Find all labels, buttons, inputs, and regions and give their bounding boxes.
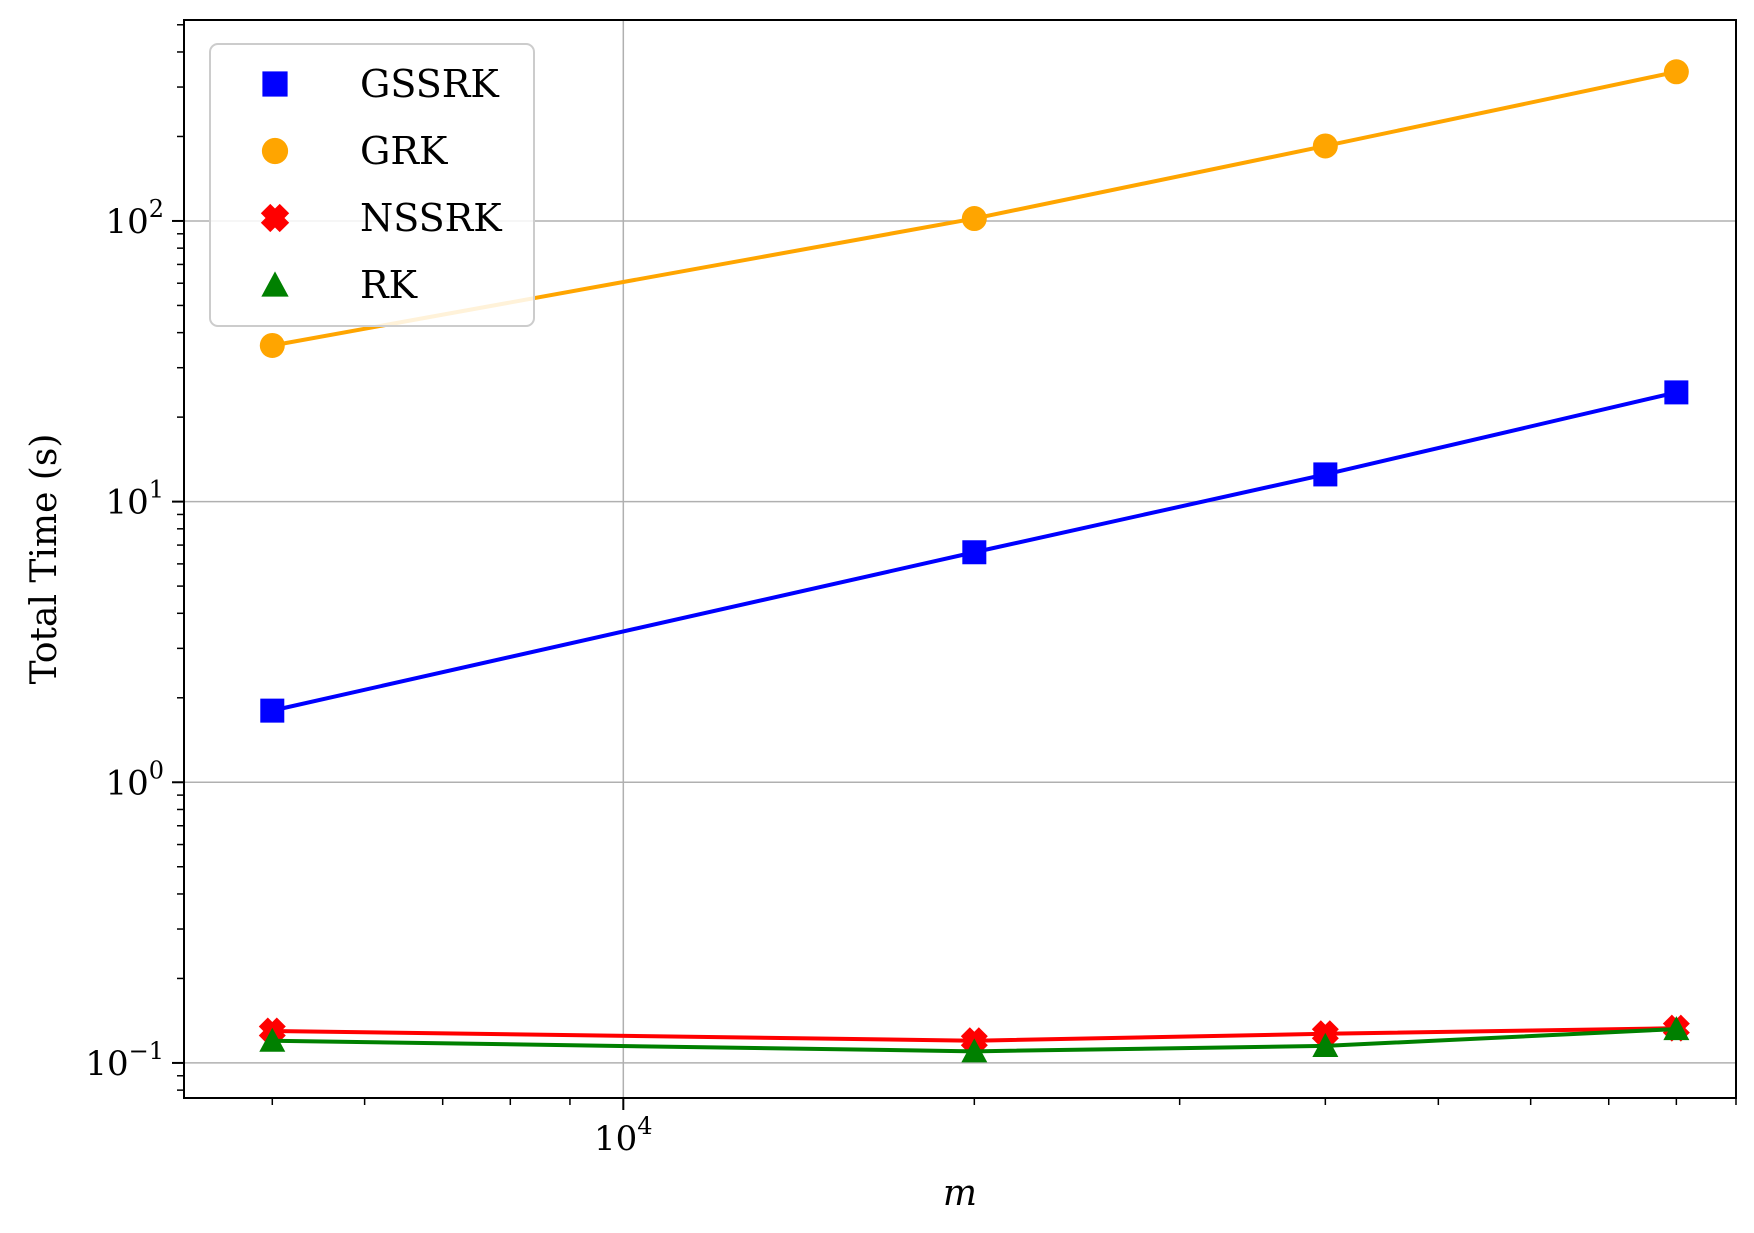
y-tick-label: 100 xyxy=(105,756,164,803)
y-tick-label: 102 xyxy=(105,195,164,242)
data-point xyxy=(1664,380,1689,405)
data-point xyxy=(1312,133,1338,159)
legend-box xyxy=(209,43,535,327)
legend-label: GSSRK xyxy=(360,62,499,106)
data-point xyxy=(961,206,987,232)
y-tick-label-base: 10 xyxy=(105,763,148,803)
series-layer xyxy=(258,59,1690,1063)
y-tick-label: 101 xyxy=(105,476,164,523)
series-grk xyxy=(259,59,1689,358)
y-tick-label-exponent: 2 xyxy=(149,195,164,223)
data-point xyxy=(961,1038,988,1063)
legend-item-grk: GRK xyxy=(261,129,448,173)
x-tick-label-exponent: 4 xyxy=(637,1112,652,1140)
data-point xyxy=(962,540,987,565)
y-tick-label-exponent: 0 xyxy=(149,756,164,784)
series-rk xyxy=(259,1016,1690,1063)
x-axis-label: m xyxy=(943,1173,977,1214)
y-tick-label-base: 10 xyxy=(85,1044,128,1084)
y-tick-label-base: 10 xyxy=(105,202,148,242)
series-line xyxy=(271,69,1677,348)
x-tick-label-base: 10 xyxy=(594,1119,637,1159)
legend-label: GRK xyxy=(360,129,448,173)
plot-frame xyxy=(183,19,1737,1099)
legend-item-nssrk: NSSRK xyxy=(260,196,502,240)
series-gssrk xyxy=(260,380,1689,723)
series-line xyxy=(271,390,1677,713)
data-point xyxy=(1663,1016,1690,1041)
grid xyxy=(184,20,1736,1098)
legend-label: RK xyxy=(360,263,418,307)
x-tick-label: 104 xyxy=(594,1112,653,1159)
data-point xyxy=(259,332,285,358)
legend-label: NSSRK xyxy=(360,196,502,240)
legend-marker xyxy=(261,271,289,297)
y-tick-label-base: 10 xyxy=(105,483,148,523)
data-point xyxy=(1313,462,1338,487)
legend-item-rk: RK xyxy=(261,263,418,307)
series-line xyxy=(272,1027,1677,1054)
data-point xyxy=(260,698,285,723)
y-tick-label-exponent: 1 xyxy=(149,476,164,504)
series-line xyxy=(272,1026,1677,1043)
legend-marker xyxy=(262,71,288,97)
legend-marker xyxy=(261,137,289,165)
legend-marker xyxy=(260,203,290,233)
data-point xyxy=(259,1027,286,1052)
data-point xyxy=(1663,59,1689,85)
legend-item-gssrk: GSSRK xyxy=(262,62,499,106)
y-tick-label: 10−1 xyxy=(85,1037,164,1084)
data-point xyxy=(1312,1032,1339,1057)
y-tick-label-exponent: −1 xyxy=(129,1037,164,1065)
legend: GSSRK GRK NSSRK RK xyxy=(209,43,535,327)
y-axis-label: Total Time (s) xyxy=(24,434,65,685)
